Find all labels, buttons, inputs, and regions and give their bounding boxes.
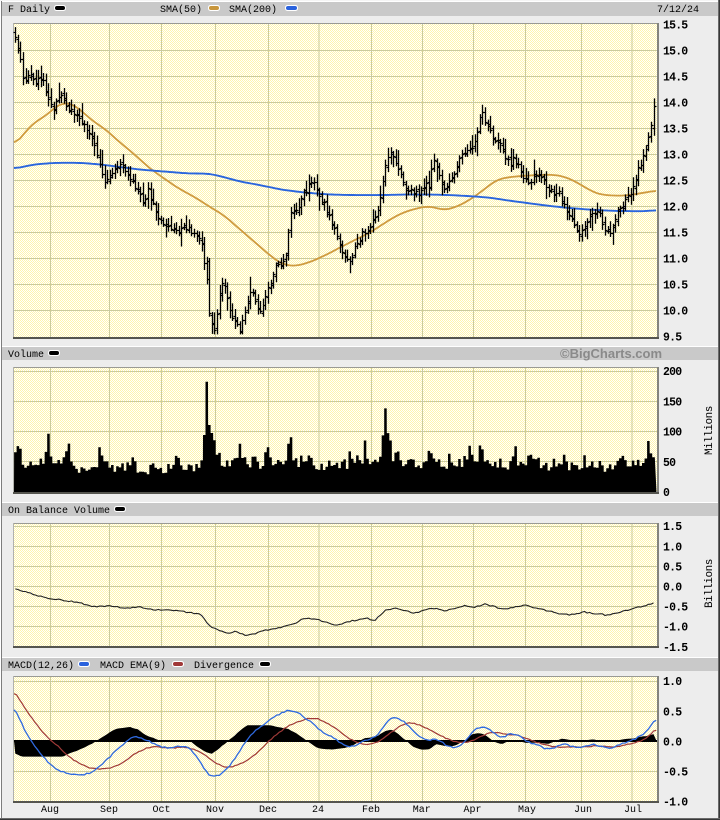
svg-text:1.5: 1.5 (663, 521, 682, 534)
svg-text:150: 150 (663, 396, 682, 409)
svg-text:12.0: 12.0 (663, 202, 688, 215)
svg-text:Dec: Dec (259, 805, 277, 816)
svg-text:-0.5: -0.5 (663, 767, 688, 780)
svg-text:0: 0 (663, 487, 670, 500)
svg-text:9.5: 9.5 (663, 332, 682, 345)
svg-text:SMA(50): SMA(50) (160, 4, 202, 16)
svg-text:-1.5: -1.5 (663, 642, 688, 655)
svg-text:SMA(200): SMA(200) (229, 4, 277, 16)
svg-text:15.5: 15.5 (663, 20, 688, 33)
svg-text:1.0: 1.0 (663, 541, 682, 554)
svg-text:50: 50 (663, 457, 676, 470)
svg-text:Sep: Sep (100, 805, 118, 816)
svg-text:0.5: 0.5 (663, 706, 682, 719)
svg-text:13.5: 13.5 (663, 124, 688, 137)
svg-text:May: May (518, 805, 536, 816)
svg-text:On Balance Volume: On Balance Volume (8, 505, 110, 517)
svg-text:Millions: Millions (704, 406, 716, 455)
svg-text:10.5: 10.5 (663, 280, 688, 293)
svg-text:Jun: Jun (574, 805, 592, 816)
svg-text:Divergence: Divergence (194, 660, 254, 672)
svg-text:14.5: 14.5 (663, 72, 688, 85)
svg-text:Billions: Billions (704, 559, 716, 608)
svg-text:Aug: Aug (41, 805, 59, 816)
svg-text:Oct: Oct (153, 805, 171, 816)
svg-text:-1.0: -1.0 (663, 797, 688, 810)
svg-text:Apr: Apr (464, 805, 482, 816)
svg-text:14.0: 14.0 (663, 98, 688, 111)
svg-text:©BigCharts.com: ©BigCharts.com (560, 346, 662, 361)
svg-text:100: 100 (663, 427, 682, 440)
svg-text:-0.5: -0.5 (663, 602, 688, 615)
svg-text:0.5: 0.5 (663, 561, 682, 574)
svg-text:MACD EMA(9): MACD EMA(9) (100, 660, 166, 672)
svg-text:24: 24 (312, 805, 324, 816)
svg-text:200: 200 (663, 366, 682, 379)
svg-text:-1.0: -1.0 (663, 622, 688, 635)
svg-text:Mar: Mar (413, 805, 431, 816)
svg-text:Volume: Volume (8, 349, 44, 361)
svg-text:11.5: 11.5 (663, 228, 688, 241)
svg-text:12.5: 12.5 (663, 176, 688, 189)
svg-text:0.0: 0.0 (663, 582, 682, 595)
svg-text:10.0: 10.0 (663, 306, 688, 319)
svg-text:13.0: 13.0 (663, 150, 688, 163)
svg-text:Jul: Jul (624, 804, 642, 816)
svg-text:0.0: 0.0 (663, 736, 682, 749)
svg-text:Nov: Nov (206, 805, 224, 816)
svg-text:MACD(12,26): MACD(12,26) (8, 660, 74, 672)
svg-text:15.0: 15.0 (663, 46, 688, 59)
svg-text:Feb: Feb (362, 804, 380, 816)
svg-text:F Daily: F Daily (8, 4, 50, 16)
svg-text:11.0: 11.0 (663, 254, 688, 267)
svg-text:1.0: 1.0 (663, 676, 682, 689)
svg-text:7/12/24: 7/12/24 (657, 4, 699, 16)
